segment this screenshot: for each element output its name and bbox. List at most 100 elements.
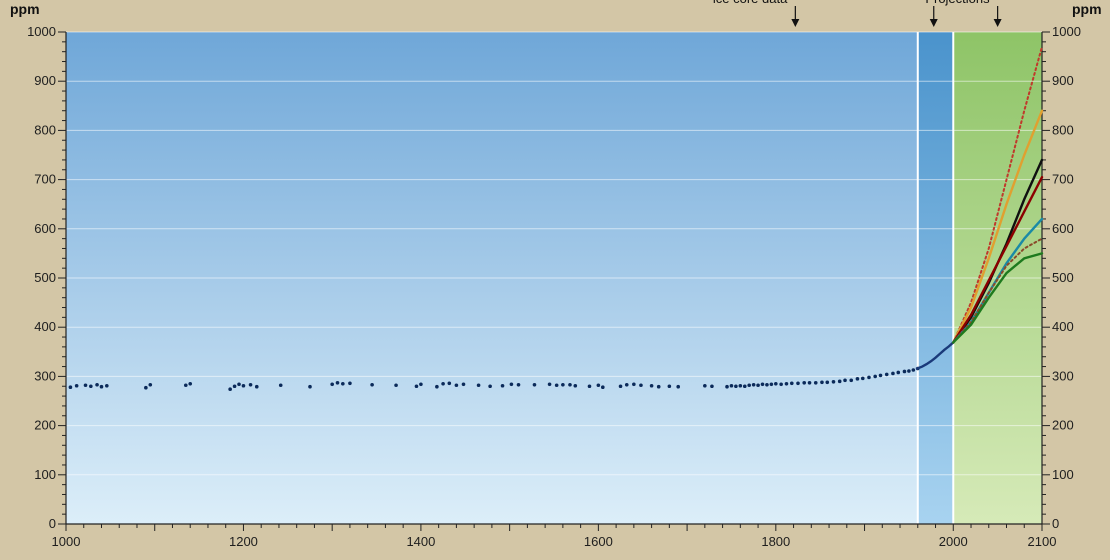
projection-line-6 — [952, 252, 1044, 344]
series-lines — [915, 45, 1044, 371]
ice-core-point-36 — [516, 382, 521, 387]
ice-core-point-90 — [907, 369, 911, 373]
ice-core-point-67 — [774, 381, 778, 386]
x-tick-label-1600: 1600 — [584, 534, 613, 549]
ice-core-point-35 — [509, 382, 514, 387]
ice-core-point-5 — [99, 384, 104, 389]
x-tick-label-1200: 1200 — [229, 534, 258, 549]
ice-core-point-74 — [813, 380, 818, 385]
ice-core-point-22 — [348, 381, 352, 386]
y-tick-label-left-900: 900 — [34, 73, 56, 88]
ice-core-point-28 — [441, 381, 445, 386]
y-tick-label-right-500: 500 — [1052, 270, 1074, 285]
ice-core-point-27 — [435, 384, 439, 389]
ice-core-point-84 — [873, 374, 877, 379]
measured-line — [915, 341, 955, 371]
ice-core-point-60 — [742, 384, 747, 389]
ice-core-point-25 — [414, 384, 419, 389]
ice-core-point-31 — [461, 382, 466, 387]
y-tick-label-left-0: 0 — [49, 516, 56, 531]
ice-core-point-73 — [807, 380, 812, 385]
ice-core-point-23 — [370, 382, 374, 387]
ice-core-point-51 — [656, 384, 661, 389]
ice-core-point-62 — [751, 382, 756, 387]
ice-core-point-46 — [618, 384, 623, 389]
y-tick-label-left-800: 800 — [34, 122, 56, 137]
y-tick-label-left-1000: 1000 — [27, 24, 56, 39]
projection-line-5 — [952, 237, 1043, 344]
ice-core-point-20 — [335, 380, 340, 385]
y-tick-label-right-200: 200 — [1052, 418, 1074, 433]
y-tick-label-right-900: 900 — [1052, 73, 1074, 88]
x-tick-label-1000: 1000 — [52, 534, 81, 549]
ice-core-point-65 — [765, 382, 769, 387]
callout-label-0: ice core data — [713, 0, 788, 6]
y-tick-label-left-100: 100 — [34, 467, 56, 482]
ice-core-point-66 — [769, 382, 774, 387]
ice-core-point-6 — [105, 383, 109, 388]
ice-core-point-79 — [843, 378, 847, 383]
callout-arrow-head-0 — [791, 19, 800, 27]
callout-arrow-head-1 — [929, 19, 938, 27]
ice-core-point-41 — [568, 382, 572, 387]
y-tick-label-right-600: 600 — [1052, 221, 1074, 236]
ice-core-point-85 — [878, 373, 883, 378]
period-dividers — [916, 32, 955, 524]
ice-core-point-24 — [394, 383, 398, 388]
ice-core-point-33 — [488, 384, 492, 389]
ice-core-point-7 — [144, 385, 148, 390]
ice-core-point-18 — [308, 384, 312, 389]
ice-core-point-72 — [802, 380, 807, 385]
ice-core-point-34 — [500, 383, 505, 388]
ice-core-point-80 — [849, 378, 854, 383]
ice-core-point-1 — [74, 383, 79, 388]
y-tick-label-left-200: 200 — [34, 418, 56, 433]
y-tick-label-right-100: 100 — [1052, 467, 1074, 482]
callouts: ice core data Projections — [713, 0, 1002, 27]
ice-core-point-77 — [831, 380, 836, 384]
ice-core-point-21 — [341, 381, 345, 386]
ice-core-point-17 — [278, 383, 283, 388]
y-tick-label-left-600: 600 — [34, 221, 56, 236]
ice-core-point-40 — [561, 382, 565, 387]
ice-core-point-38 — [547, 382, 552, 387]
ice-core-point-69 — [784, 381, 789, 386]
ice-core-point-89 — [902, 369, 907, 374]
ice-core-point-91 — [911, 368, 916, 372]
ice-core-point-63 — [756, 383, 760, 388]
ice-core-point-53 — [676, 384, 681, 389]
ice-core-point-4 — [95, 382, 99, 387]
y-tick-label-right-0: 0 — [1052, 516, 1059, 531]
x-tick-label-2100: 2100 — [1028, 534, 1057, 549]
ice-core-point-54 — [703, 383, 707, 388]
ice-core-point-11 — [228, 387, 232, 391]
callout-label-2: Projections — [925, 0, 990, 6]
ice-core-point-12 — [232, 384, 237, 389]
ice-core-point-87 — [891, 371, 895, 376]
axes: 0 0 100 100 200 200 300 300 400 400 500 500 600 600 70… — [27, 24, 1081, 549]
ice-core-point-81 — [855, 377, 860, 381]
ice-core-point-47 — [624, 382, 629, 387]
ice-core-point-50 — [649, 383, 654, 388]
y-tick-label-right-400: 400 — [1052, 319, 1074, 334]
ice-core-point-64 — [760, 382, 765, 387]
ice-core-point-42 — [573, 383, 578, 388]
y-tick-label-left-300: 300 — [34, 368, 56, 383]
ice-core-point-29 — [447, 381, 452, 386]
ice-core-point-13 — [237, 382, 241, 387]
y-axis-unit-left: ppm — [10, 1, 40, 17]
y-axis-unit-right: ppm — [1072, 1, 1102, 17]
x-tick-label-2000: 2000 — [939, 534, 968, 549]
ice-core-point-56 — [725, 384, 729, 389]
ice-core-point-78 — [837, 379, 842, 384]
ice-core-point-86 — [884, 372, 889, 377]
ice-core-point-10 — [188, 381, 193, 386]
y-tick-label-left-500: 500 — [34, 270, 56, 285]
ice-core-point-82 — [860, 376, 865, 381]
y-tick-label-right-1000: 1000 — [1052, 24, 1081, 39]
ice-core-point-48 — [632, 382, 636, 387]
ice-core-point-49 — [639, 383, 643, 388]
projection-line-0 — [952, 45, 1043, 344]
ice-core-point-15 — [248, 382, 253, 387]
ice-core-point-32 — [476, 383, 481, 388]
